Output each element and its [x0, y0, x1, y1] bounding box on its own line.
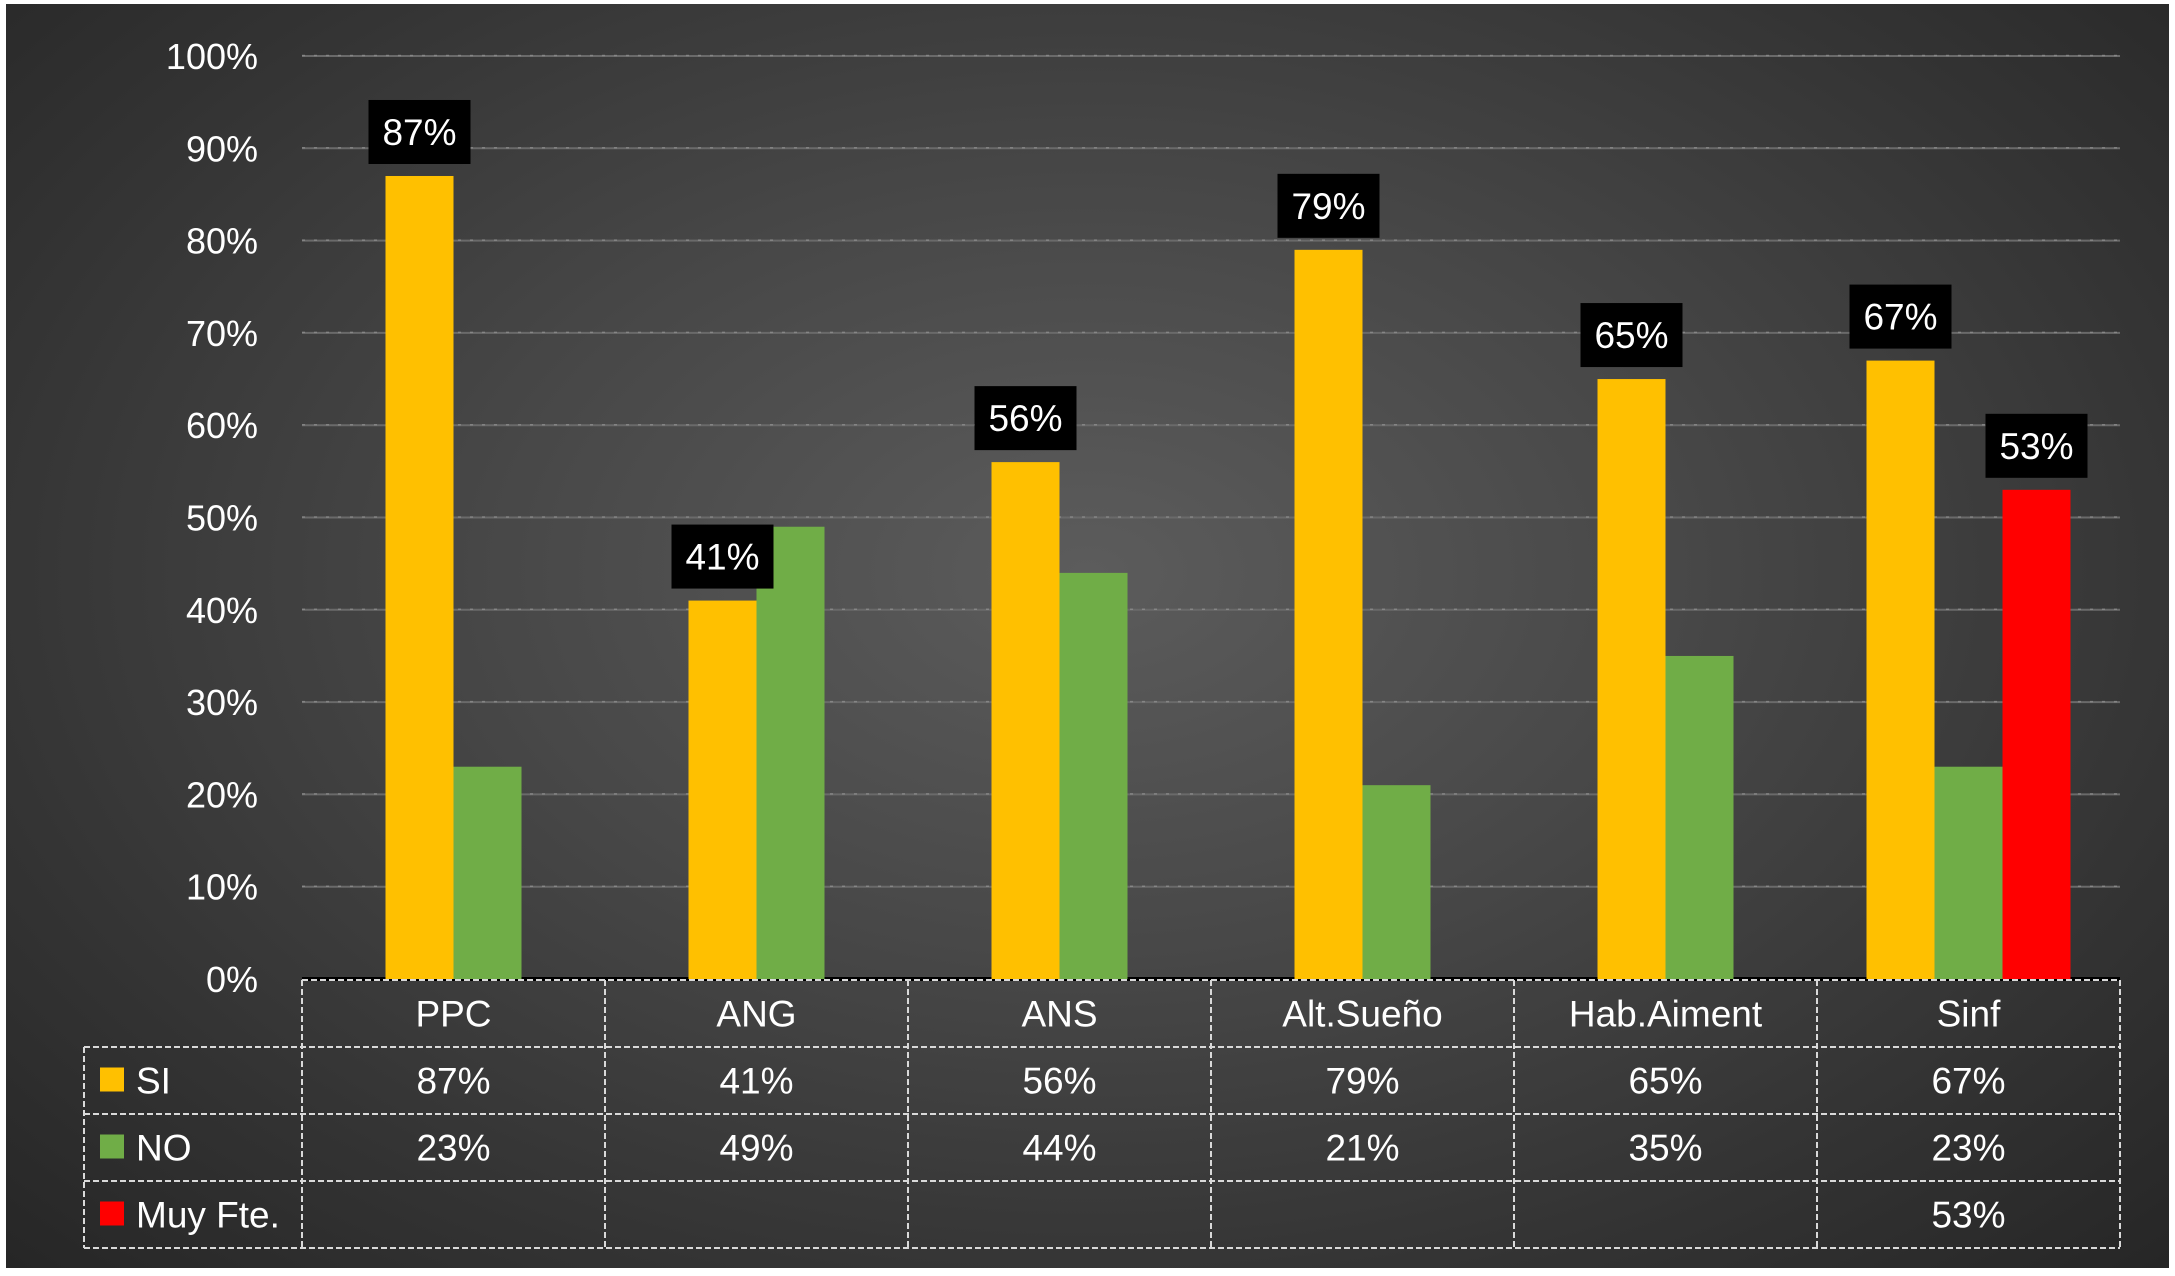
table-category-label: PPC — [415, 994, 491, 1035]
data-label-box — [1277, 173, 1380, 238]
table-cell: 23% — [1931, 1128, 2005, 1169]
table-cell: 56% — [1022, 1061, 1096, 1102]
legend-swatch — [100, 1201, 124, 1226]
table-cell: 53% — [1931, 1195, 2005, 1236]
legend-swatch — [100, 1067, 124, 1092]
table-category-label: Alt.Sueño — [1282, 994, 1442, 1035]
bar-no-1 — [756, 526, 825, 979]
table-cell: 79% — [1325, 1061, 1399, 1102]
data-label-box — [1580, 303, 1683, 368]
y-tick-label: 100% — [166, 36, 258, 77]
data-label-box — [974, 386, 1077, 451]
table-cell: 49% — [719, 1128, 793, 1169]
bar-si-4 — [1597, 379, 1666, 979]
y-tick-label: 80% — [186, 221, 258, 262]
bars — [385, 175, 2071, 980]
bar-si-2 — [991, 462, 1060, 979]
y-axis-ticks: 0% 10% 20% 30% 40% 50% 60% 70% 80% 90% 100% — [166, 36, 258, 1000]
table-cell: 35% — [1628, 1128, 1702, 1169]
table-cell: 87% — [416, 1061, 490, 1102]
table-cell: 21% — [1325, 1128, 1399, 1169]
data-label: 65% — [1594, 315, 1668, 356]
legend-label: NO — [136, 1128, 192, 1169]
table-category-label: Hab.Aiment — [1569, 994, 1763, 1035]
data-label: 53% — [1999, 426, 2073, 467]
bar-muy-fte--5 — [2002, 489, 2071, 979]
data-label: 41% — [685, 537, 759, 578]
data-labels: 87% 41% 56% 79% 65% 67% 53% — [368, 99, 2088, 589]
data-label: 56% — [988, 398, 1062, 439]
bar-no-5 — [1934, 766, 2003, 979]
bar-si-3 — [1294, 249, 1363, 979]
y-tick-label: 10% — [186, 867, 258, 908]
bar-si-1 — [688, 600, 757, 979]
table-cell: 23% — [416, 1128, 490, 1169]
y-tick-label: 90% — [186, 128, 258, 169]
y-tick-label: 70% — [186, 313, 258, 354]
table-cell: 65% — [1628, 1061, 1702, 1102]
data-label-box — [368, 99, 471, 164]
bar-no-4 — [1665, 655, 1734, 979]
legend-label: Muy Fte. — [136, 1195, 280, 1236]
gridlines — [302, 54, 2120, 981]
data-label-box — [671, 524, 774, 589]
data-label-box — [1849, 284, 1952, 349]
data-label: 79% — [1291, 186, 1365, 227]
y-tick-label: 60% — [186, 405, 258, 446]
y-tick-label: 0% — [206, 959, 258, 1000]
data-label: 87% — [382, 112, 456, 153]
data-label: 67% — [1863, 297, 1937, 338]
table-category-label: ANS — [1021, 994, 1097, 1035]
bar-si-0 — [385, 175, 454, 980]
table-cell: 44% — [1022, 1128, 1096, 1169]
table-category-label: Sinf — [1937, 994, 2001, 1035]
bar-no-3 — [1362, 785, 1431, 979]
y-tick-label: 30% — [186, 682, 258, 723]
table-cell: 41% — [719, 1061, 793, 1102]
y-tick-label: 40% — [186, 590, 258, 631]
bar-no-2 — [1059, 572, 1128, 979]
legend-swatch — [100, 1134, 124, 1159]
data-table: PPC ANG ANS Alt.Sueño Hab.Aiment Sinf SI 87% 41%… — [83, 979, 2121, 1249]
table-category-label: ANG — [716, 994, 796, 1035]
y-tick-label: 20% — [186, 774, 258, 815]
bar-si-5 — [1866, 360, 1935, 980]
legend-label: SI — [136, 1061, 171, 1102]
data-label-box — [1985, 413, 2088, 478]
y-tick-label: 50% — [186, 498, 258, 539]
bar-no-0 — [453, 766, 522, 979]
table-cell: 67% — [1931, 1061, 2005, 1102]
